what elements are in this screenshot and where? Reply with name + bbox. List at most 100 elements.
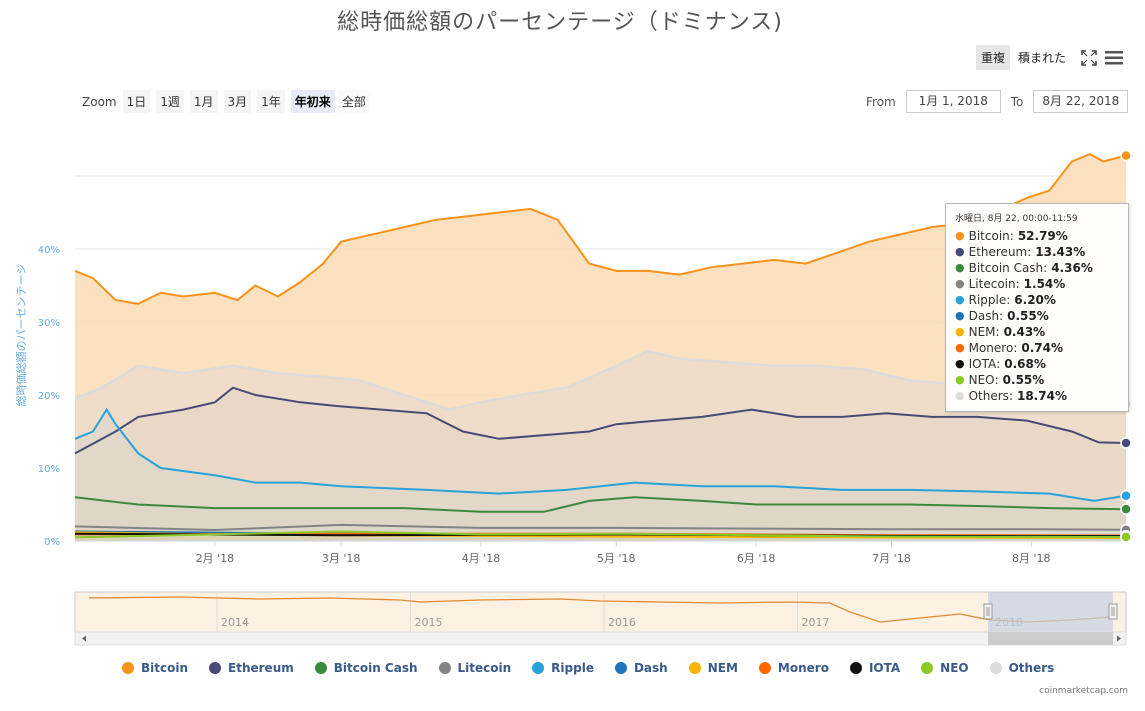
tooltip-date: 水曜日, 8月 22, 00:00-11:59 <box>955 214 1078 224</box>
tooltip-series-value: 0.43% <box>1003 325 1046 339</box>
tooltip-row-monero: ● Monero:0.74% <box>955 341 1063 355</box>
to-date-input[interactable]: 8月 22, 2018 <box>1033 90 1129 113</box>
zoom-1d-button[interactable]: 1日 <box>122 90 151 113</box>
tooltip-series-value: 52.79% <box>1017 229 1068 243</box>
navigator-handle-right[interactable] <box>1108 603 1118 620</box>
legend-label: Litecoin <box>457 661 512 675</box>
line-iota <box>74 532 1127 537</box>
y-tick-label: 20% <box>38 391 60 402</box>
legend-item-iota[interactable]: IOTA <box>849 661 901 675</box>
tooltip-series-value: 0.74% <box>1021 341 1063 355</box>
legend-label: Dash <box>633 661 668 675</box>
legend-dot-icon <box>921 662 934 674</box>
x-tick-label: 3月 '18 <box>322 552 361 565</box>
legend-item-bitcoin-cash[interactable]: Bitcoin Cash <box>314 661 418 675</box>
marker-ethereum <box>1120 437 1132 449</box>
marker-monero <box>1120 529 1132 542</box>
fullscreen-icon[interactable] <box>1079 47 1099 69</box>
zoom-all-button[interactable]: 全部 <box>337 90 370 113</box>
x-axis: 2月 '18 3月 '18 4月 '18 5月 '18 6月 '18 7月 '18 8月 '… <box>75 540 1126 565</box>
legend-dot-icon <box>438 662 451 674</box>
tooltip-row-ethereum: ● Ethereum:13.43% <box>955 245 1086 259</box>
scroll-left-icon[interactable] <box>82 635 86 642</box>
menu-icon[interactable] <box>1104 47 1124 69</box>
tooltip-dot-icon: ● <box>955 229 965 242</box>
legend-item-ripple[interactable]: Ripple <box>532 661 594 675</box>
tooltip-series-value: 0.68% <box>1004 357 1046 371</box>
legend-item-others[interactable]: Others <box>989 661 1054 675</box>
zoom-1y-button[interactable]: 1年 <box>257 90 285 113</box>
tooltip-series-value: 18.74% <box>1016 389 1067 403</box>
scroll-right-icon[interactable] <box>1117 635 1121 642</box>
legend-label: NEO <box>940 661 969 675</box>
marker-nem <box>1120 532 1132 544</box>
line-dash <box>74 530 1127 538</box>
legend-dot-icon <box>532 662 545 674</box>
legend-item-litecoin[interactable]: Litecoin <box>438 661 512 675</box>
legend-item-bitcoin[interactable]: Bitcoin <box>122 661 188 675</box>
navigator-year-label: 2017 <box>802 616 830 629</box>
x-tick-label: 4月 '18 <box>462 552 501 565</box>
tooltip-series-name: Bitcoin <box>968 229 1010 243</box>
legend-dot-icon <box>209 662 222 674</box>
legend-label: IOTA <box>868 661 901 675</box>
marker-neo <box>1120 531 1132 543</box>
legend-dot-icon <box>989 662 1002 674</box>
zoom-1w-button[interactable]: 1週 <box>156 90 184 113</box>
area-bitcoin-cash <box>75 497 1126 541</box>
legend-item-neo[interactable]: NEO <box>921 661 969 675</box>
tooltip-row-ripple: ● Ripple:6.20% <box>955 293 1056 307</box>
line-neo <box>74 530 1127 539</box>
tooltip-series-name: Dash <box>968 309 1000 323</box>
navigator-handle-left[interactable] <box>983 603 993 620</box>
scrollbar-thumb[interactable] <box>988 632 1113 645</box>
zoom-ytd-button[interactable]: 年初来 <box>290 90 335 113</box>
tooltip-row-dash: ● Dash:0.55% <box>955 309 1049 323</box>
from-date-input[interactable]: 1月 1, 2018 <box>905 90 1001 113</box>
legend: Bitcoin Ethereum Bitcoin Cash Litecoin Rippl… <box>122 661 1075 675</box>
area-dash <box>75 531 1126 541</box>
x-tick-label: 6月 '18 <box>737 552 776 565</box>
tooltip-dot-icon: ● <box>955 293 965 306</box>
marker-iota <box>1120 530 1132 542</box>
legend-item-ethereum[interactable]: Ethereum <box>209 661 294 675</box>
stacked-button[interactable]: 積まれた <box>1018 51 1067 65</box>
legend-label: Monero <box>777 661 829 675</box>
y-tick-label: 0% <box>44 537 60 548</box>
tooltip-series-name: NEM <box>968 325 996 339</box>
to-label: To <box>1010 94 1024 109</box>
tooltip-series-name: Monero <box>968 341 1014 355</box>
tooltip-series-value: 0.55% <box>1007 309 1049 323</box>
area-litecoin <box>75 524 1126 541</box>
legend-item-monero[interactable]: Monero <box>758 661 829 675</box>
legend-label: Ripple <box>551 661 594 675</box>
overlay-button[interactable]: 重複 <box>976 45 1011 70</box>
navigator-background <box>74 591 1127 633</box>
tooltip-series-name: IOTA <box>968 357 997 371</box>
marker-litecoin <box>1120 524 1132 536</box>
legend-item-dash[interactable]: Dash <box>614 661 668 675</box>
x-tick-label: 5月 '18 <box>597 552 636 565</box>
y-axis: 0% 10% 20% 30% 40% <box>38 245 60 548</box>
navigator-selection[interactable] <box>988 592 1113 632</box>
marker-dash <box>1120 531 1132 543</box>
marker-bitcoin <box>1120 149 1132 162</box>
y-tick-label: 40% <box>38 245 60 256</box>
credit-link[interactable]: coinmarketcap.com <box>1039 686 1128 696</box>
chart-title: 総時価総額のパーセンテージ（ドミナンス) <box>337 10 783 35</box>
zoom-3m-button[interactable]: 3月 <box>223 90 252 113</box>
tooltip-series-value: 1.54% <box>1023 277 1066 291</box>
tooltip-dot-icon: ● <box>955 373 965 386</box>
legend-dot-icon <box>688 662 701 674</box>
legend-dot-icon <box>758 662 771 674</box>
legend-label: Bitcoin Cash <box>333 661 418 675</box>
navigator-scrollbar[interactable] <box>74 631 1127 646</box>
navigator: 2014 2015 2016 2017 2018 <box>74 591 1127 646</box>
zoom-1m-button[interactable]: 1月 <box>189 90 218 113</box>
marker-bitcoin-cash <box>1120 503 1132 515</box>
tooltip-series-value: 13.43% <box>1035 245 1086 259</box>
line-litecoin <box>74 523 1127 532</box>
legend-item-nem[interactable]: NEM <box>688 661 738 675</box>
area-iota <box>75 533 1126 541</box>
tooltip-series-name: Litecoin <box>968 277 1016 291</box>
